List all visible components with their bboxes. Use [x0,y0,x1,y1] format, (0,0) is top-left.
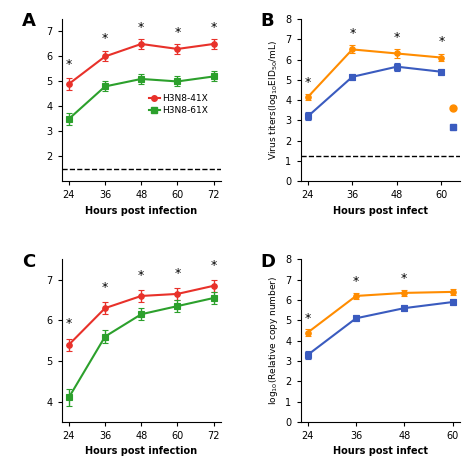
Text: *: * [438,36,445,48]
Text: *: * [66,58,72,72]
Text: *: * [349,27,356,40]
X-axis label: Hours post infection: Hours post infection [85,206,197,216]
Text: *: * [138,269,145,282]
Legend: H3N8-41X, H3N8-61X: H3N8-41X, H3N8-61X [149,94,209,115]
Text: *: * [394,31,400,45]
Text: *: * [66,318,72,330]
Text: *: * [174,267,181,280]
Text: *: * [210,21,217,34]
Y-axis label: log$_{10}$(Relative copy number): log$_{10}$(Relative copy number) [267,276,280,405]
X-axis label: Hours post infect: Hours post infect [333,206,428,216]
Text: *: * [138,21,145,34]
Text: *: * [174,26,181,39]
Text: *: * [102,281,108,294]
Text: C: C [22,253,35,271]
Y-axis label: Virus titers(log$_{10}$EID$_{50}$/mL): Virus titers(log$_{10}$EID$_{50}$/mL) [267,40,280,160]
Text: *: * [401,272,408,285]
Text: D: D [261,253,276,271]
Text: B: B [261,12,274,30]
Text: *: * [353,275,359,288]
X-axis label: Hours post infection: Hours post infection [85,447,197,456]
X-axis label: Hours post infect: Hours post infect [333,447,428,456]
Text: *: * [102,32,108,45]
Text: *: * [305,76,311,89]
Text: *: * [305,312,311,325]
Text: A: A [22,12,36,30]
Text: *: * [210,259,217,272]
